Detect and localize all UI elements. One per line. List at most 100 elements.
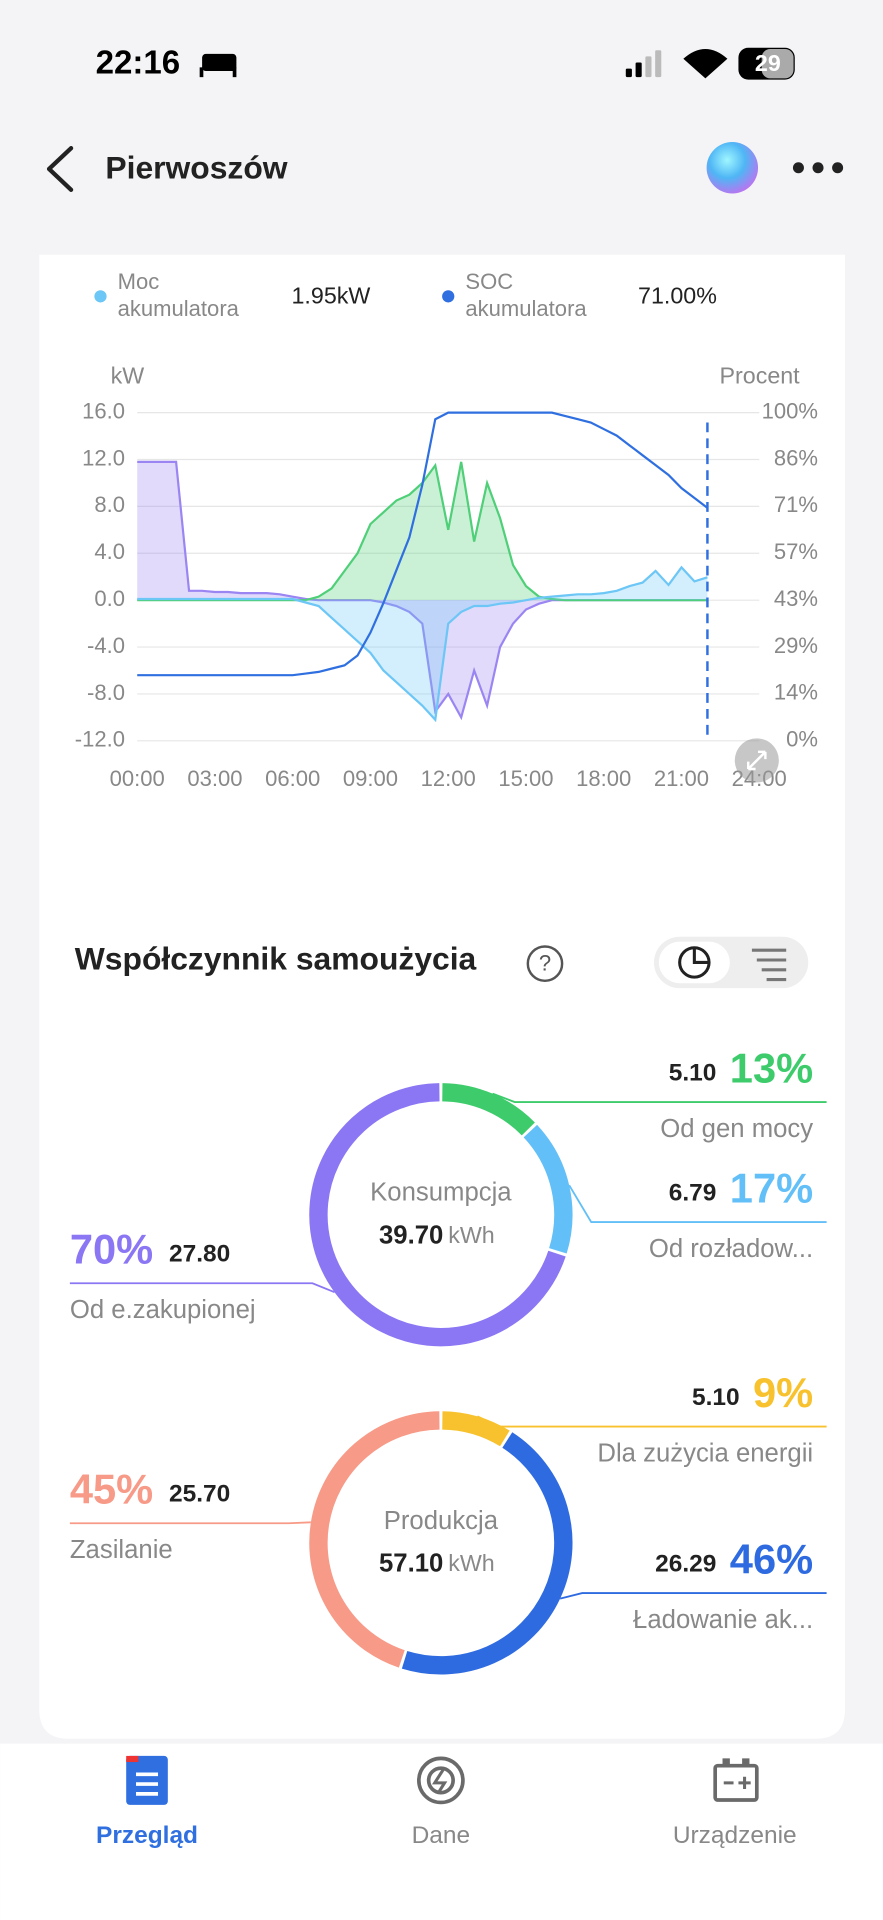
nav-label: Dane <box>412 1822 470 1849</box>
wifi-icon <box>683 48 728 79</box>
y2-axis-label: Procent <box>720 362 801 388</box>
y-tick-label: 12.0 <box>82 445 125 470</box>
y2-tick-label: 14% <box>774 680 818 705</box>
y-tick-label: -12.0 <box>75 727 125 752</box>
donut-charts: 13% 5.10 Od gen mocy 17% 6.79 Od rozładow... 7… <box>69 1044 827 1675</box>
pie-view-icon <box>678 946 711 979</box>
battery-level <box>739 48 762 79</box>
leader-line <box>69 1282 335 1294</box>
leader-line <box>559 1592 827 1600</box>
y2-tick-label: 71% <box>774 492 818 517</box>
donut-total: 39.70 <box>379 1222 443 1250</box>
x-tick-label: 06:00 <box>265 766 320 791</box>
x-tick-label: 00:00 <box>110 766 165 791</box>
x-tick-label: 12:00 <box>421 766 476 791</box>
nav-devices[interactable]: Urządzenie <box>673 1758 797 1849</box>
sleep-icon <box>199 53 237 78</box>
x-tick-label: 21:00 <box>654 766 709 791</box>
segment-percent: 70% <box>70 1226 153 1273</box>
leader-line <box>476 1415 827 1428</box>
power-chart: kW Procent -12.0 -8.0 -4.0 0.0 4.0 8.0 12.0 16.0 0… <box>75 269 818 791</box>
avatar[interactable] <box>706 142 759 194</box>
more-button[interactable] <box>792 162 844 174</box>
donut-segment <box>442 1083 535 1136</box>
segment-percent: 17% <box>730 1164 813 1211</box>
series-line <box>137 565 708 723</box>
x-tick-label: 18:00 <box>576 766 631 791</box>
legend-label: Moc akumulatora <box>117 269 239 321</box>
segment-percent: 9% <box>753 1369 813 1416</box>
list-view-icon[interactable] <box>751 948 787 982</box>
segment-value: 6.79 <box>669 1179 717 1206</box>
leader-line <box>69 1521 311 1525</box>
x-tick-label: 15:00 <box>498 766 553 791</box>
segment-percent: 46% <box>730 1535 813 1582</box>
y-tick-label: -8.0 <box>87 680 125 705</box>
legend-name-box: Moc akumulatora <box>117 269 239 321</box>
back-button[interactable] <box>46 146 74 192</box>
y-tick-label: -4.0 <box>87 633 125 658</box>
signal-icon <box>625 50 662 78</box>
donut-center-label: Produkcja <box>384 1507 499 1535</box>
donut-unit: kWh <box>448 1222 495 1248</box>
help-icon[interactable]: ? <box>526 945 564 983</box>
donut-center-label: Konsumpcja <box>370 1179 512 1207</box>
donut-segment <box>523 1124 573 1254</box>
segment-label: Od gen mocy <box>660 1115 813 1143</box>
y-tick-label: 8.0 <box>94 492 125 517</box>
y2-tick-label: 57% <box>774 539 818 564</box>
battery-percent: 29 <box>755 50 781 76</box>
y2-tick-label: 86% <box>774 445 818 470</box>
svg-text:?: ? <box>539 951 551 976</box>
x-tick-label: 09:00 <box>343 766 398 791</box>
y2-tick-label: 29% <box>774 633 818 658</box>
nav-data[interactable]: Dane <box>412 1756 470 1849</box>
segment-value: 25.70 <box>169 1481 230 1508</box>
area-fill <box>137 461 708 601</box>
segment-value: 27.80 <box>169 1241 230 1268</box>
legend-label: SOC akumulatora <box>465 269 587 321</box>
segment-percent: 13% <box>730 1044 813 1091</box>
segment-label: Ładowanie ak... <box>633 1606 813 1634</box>
battery-empty <box>761 48 794 79</box>
segment-label: Zasilanie <box>70 1536 173 1564</box>
y-tick-label: 16.0 <box>82 398 125 423</box>
segment-value: 26.29 <box>655 1550 716 1577</box>
segment-percent: 45% <box>70 1466 153 1513</box>
y-axis-label: kW <box>111 362 145 388</box>
donut-unit: kWh <box>448 1550 495 1576</box>
segment-label: Od e.zakupionej <box>70 1296 256 1324</box>
series-line <box>137 411 709 677</box>
legend-value: 1.95kW <box>292 283 371 309</box>
legend-dot <box>94 290 107 303</box>
donut-segment <box>309 1083 566 1347</box>
segment-label: Dla zużycia energii <box>597 1439 813 1467</box>
y2-tick-label: 100% <box>762 398 818 423</box>
y-tick-label: 4.0 <box>94 539 125 564</box>
nav-label: Przegląd <box>96 1822 198 1849</box>
page-title: Pierwoszów <box>105 150 287 186</box>
content-card <box>39 254 845 1739</box>
segment-label: Od rozładow... <box>649 1235 813 1263</box>
clock: 22:16 <box>96 45 181 82</box>
legend-dot <box>442 290 455 303</box>
segment-value: 5.10 <box>669 1059 717 1086</box>
nav-label: Urządzenie <box>673 1822 797 1849</box>
y2-tick-label: 0% <box>786 727 818 752</box>
donut-segment <box>401 1432 573 1675</box>
x-tick-label: 03:00 <box>187 766 242 791</box>
section-title: Współczynnik samoużycia <box>75 941 477 977</box>
donut-segment <box>309 1411 440 1668</box>
leader-line <box>568 1184 827 1223</box>
expand-button[interactable] <box>734 738 779 783</box>
segment-value: 5.10 <box>692 1384 740 1411</box>
nav-overview[interactable]: Przegląd <box>96 1755 198 1849</box>
leader-line <box>492 1092 827 1103</box>
legend-value: 71.00% <box>638 283 717 309</box>
legend-name-box: SOC akumulatora <box>465 269 587 321</box>
donut-total: 57.10 <box>379 1550 443 1578</box>
y2-tick-label: 43% <box>774 586 818 611</box>
area-fill <box>137 567 708 720</box>
donut-segment <box>442 1411 510 1447</box>
